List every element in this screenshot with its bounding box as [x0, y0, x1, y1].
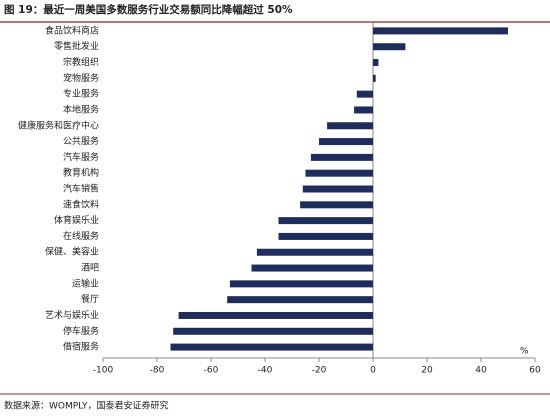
- bar: [227, 296, 373, 304]
- bar: [302, 185, 373, 193]
- bar: [300, 201, 373, 209]
- x-tick-label: 20: [421, 366, 433, 376]
- chart-title: 图 19：最近一周美国多数服务行业交易额同比降幅超过 50%: [4, 3, 293, 16]
- y-tick-label: 汽车服务: [63, 151, 99, 163]
- bar: [170, 343, 373, 351]
- y-tick-label: 教育机构: [63, 167, 99, 179]
- y-tick-label: 保健、美容业: [45, 246, 99, 258]
- y-tick-label: 运输业: [72, 277, 99, 289]
- bar: [319, 138, 373, 146]
- y-tick-label: 体育娱乐业: [54, 214, 99, 226]
- y-tick-label: 艺术与娱乐业: [45, 309, 99, 321]
- y-tick-label: 在线服务: [63, 230, 99, 242]
- bar: [373, 27, 508, 35]
- y-tick-label: 食品饮料商店: [45, 24, 99, 36]
- x-tick-label: -40: [258, 366, 273, 376]
- x-tick-label: -60: [204, 366, 219, 376]
- bar: [373, 59, 379, 67]
- source-note: 数据来源：WOMPLY，国泰君安证券研究: [4, 400, 169, 412]
- x-tick-label: -80: [150, 366, 165, 376]
- y-tick-label: 借宿服务: [63, 341, 99, 353]
- x-tick-label: 0: [370, 366, 376, 376]
- y-tick-label: 汽车销售: [63, 183, 99, 195]
- x-tick-label: -20: [312, 366, 327, 376]
- bar: [251, 264, 373, 272]
- y-tick-label: 零售批发业: [54, 40, 99, 52]
- y-tick-label: 公共服务: [63, 135, 99, 147]
- y-tick-label: 宗教组织: [63, 56, 99, 68]
- x-tick-label: 60: [529, 366, 541, 376]
- y-tick-label: 专业服务: [63, 88, 99, 100]
- unit-label: %: [520, 347, 529, 357]
- bar: [356, 90, 373, 98]
- bar: [229, 280, 373, 288]
- bar: [178, 311, 373, 319]
- bar: [310, 153, 373, 161]
- y-tick-label: 餐厅: [81, 293, 99, 305]
- y-tick-label: 停车服务: [63, 325, 99, 337]
- bar: [305, 169, 373, 177]
- y-tick-label: 健康服务和医疗中心: [18, 119, 99, 131]
- bar: [373, 74, 376, 82]
- y-tick-label: 宠物服务: [63, 72, 99, 84]
- bar: [373, 43, 406, 51]
- x-tick-label: -100: [93, 366, 114, 376]
- y-tick-label: 本地服务: [63, 103, 99, 115]
- y-tick-label: 酒吧: [81, 263, 99, 274]
- bar: [278, 217, 373, 225]
- bar: [327, 122, 373, 130]
- bar: [354, 106, 373, 114]
- bar: [278, 232, 373, 240]
- bar: [256, 248, 373, 256]
- y-tick-label: 速食饮料: [63, 198, 99, 210]
- bar: [173, 327, 373, 335]
- x-tick-label: 40: [475, 366, 487, 376]
